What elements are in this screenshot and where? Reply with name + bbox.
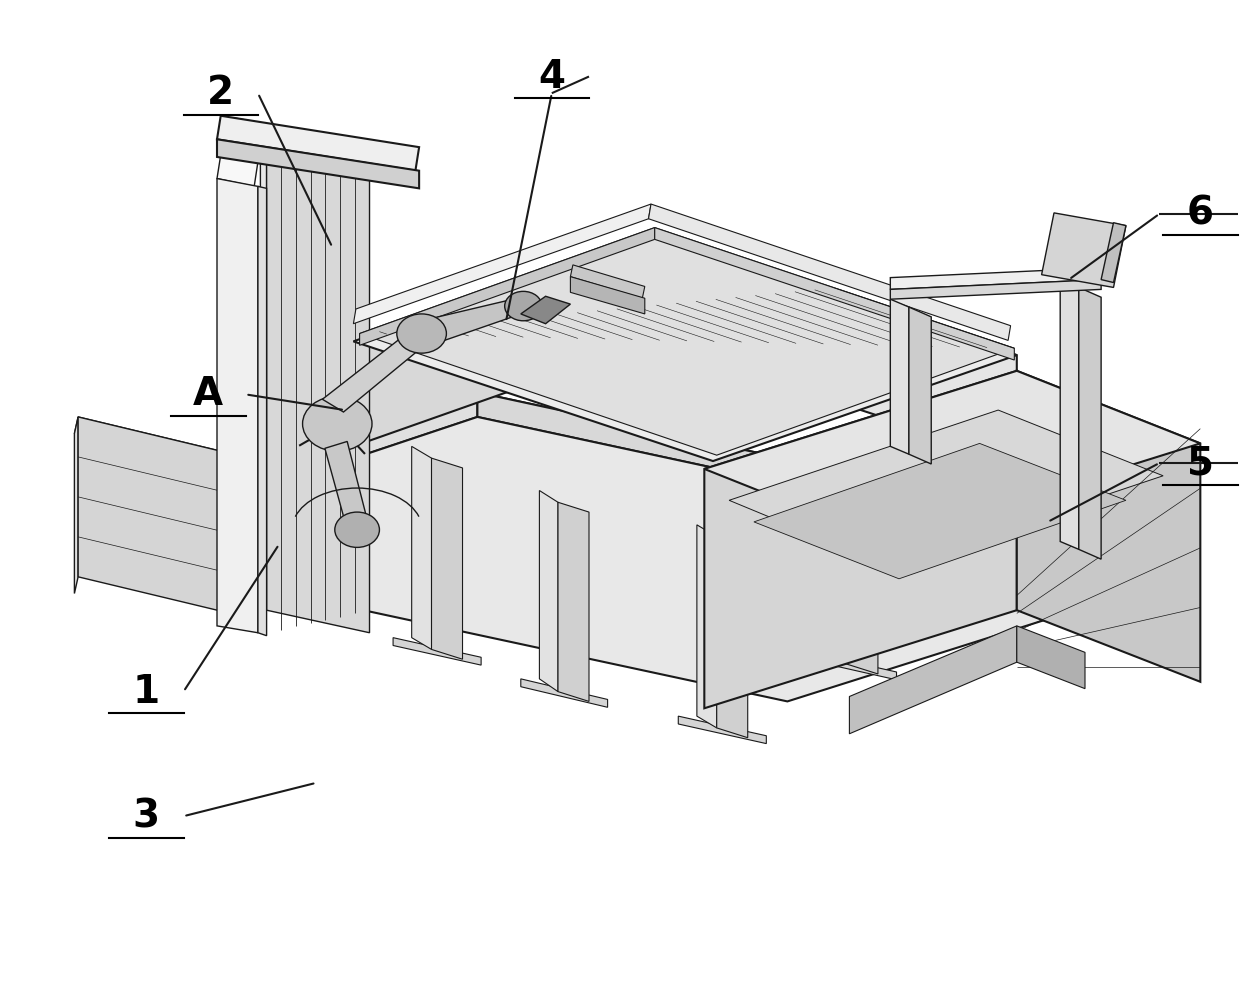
Polygon shape: [477, 392, 1197, 572]
Polygon shape: [558, 502, 589, 701]
Polygon shape: [81, 392, 1197, 677]
Text: 1: 1: [133, 673, 160, 710]
Polygon shape: [353, 235, 651, 446]
Polygon shape: [570, 277, 645, 314]
Polygon shape: [909, 307, 931, 464]
Polygon shape: [322, 328, 434, 412]
Polygon shape: [1017, 371, 1200, 682]
Polygon shape: [260, 135, 267, 626]
Text: 6: 6: [1187, 195, 1214, 232]
Polygon shape: [697, 525, 717, 728]
Polygon shape: [260, 135, 370, 174]
Polygon shape: [570, 265, 645, 298]
Polygon shape: [217, 139, 419, 188]
Polygon shape: [1060, 280, 1079, 549]
Polygon shape: [539, 490, 558, 692]
Polygon shape: [422, 298, 529, 345]
Text: 5: 5: [1187, 444, 1214, 482]
Polygon shape: [217, 116, 419, 171]
Polygon shape: [847, 473, 878, 674]
Polygon shape: [78, 417, 229, 613]
Polygon shape: [81, 417, 1197, 701]
Polygon shape: [432, 458, 463, 659]
Circle shape: [303, 396, 372, 451]
Polygon shape: [890, 280, 1101, 299]
Polygon shape: [1042, 213, 1126, 287]
Polygon shape: [1017, 626, 1085, 689]
Polygon shape: [655, 228, 1014, 360]
Circle shape: [335, 512, 379, 547]
Polygon shape: [74, 417, 229, 471]
Polygon shape: [810, 652, 897, 680]
Polygon shape: [412, 446, 432, 649]
Polygon shape: [717, 537, 748, 738]
Polygon shape: [1079, 287, 1101, 559]
Polygon shape: [704, 371, 1017, 708]
Polygon shape: [729, 410, 1163, 567]
Circle shape: [397, 314, 446, 353]
Circle shape: [505, 291, 542, 321]
Text: 4: 4: [538, 58, 565, 95]
Polygon shape: [521, 296, 570, 324]
Polygon shape: [353, 204, 651, 324]
Polygon shape: [217, 179, 258, 633]
Polygon shape: [704, 371, 1200, 542]
Polygon shape: [267, 135, 370, 633]
Polygon shape: [890, 299, 909, 454]
Polygon shape: [353, 235, 1017, 461]
Polygon shape: [81, 392, 477, 549]
Polygon shape: [849, 626, 1017, 734]
Polygon shape: [828, 461, 847, 664]
Polygon shape: [360, 228, 1014, 455]
Polygon shape: [649, 204, 1011, 340]
Text: 3: 3: [133, 798, 160, 835]
Polygon shape: [217, 155, 258, 186]
Polygon shape: [754, 443, 1126, 579]
Polygon shape: [1101, 223, 1126, 283]
Polygon shape: [393, 638, 481, 665]
Polygon shape: [325, 441, 368, 530]
Polygon shape: [651, 235, 1017, 461]
Polygon shape: [890, 268, 1101, 289]
Polygon shape: [360, 228, 655, 345]
Polygon shape: [258, 186, 267, 636]
Polygon shape: [521, 679, 608, 707]
Text: 2: 2: [207, 75, 234, 112]
Polygon shape: [74, 417, 78, 594]
Polygon shape: [229, 118, 409, 179]
Polygon shape: [678, 716, 766, 744]
Text: A: A: [193, 376, 223, 413]
